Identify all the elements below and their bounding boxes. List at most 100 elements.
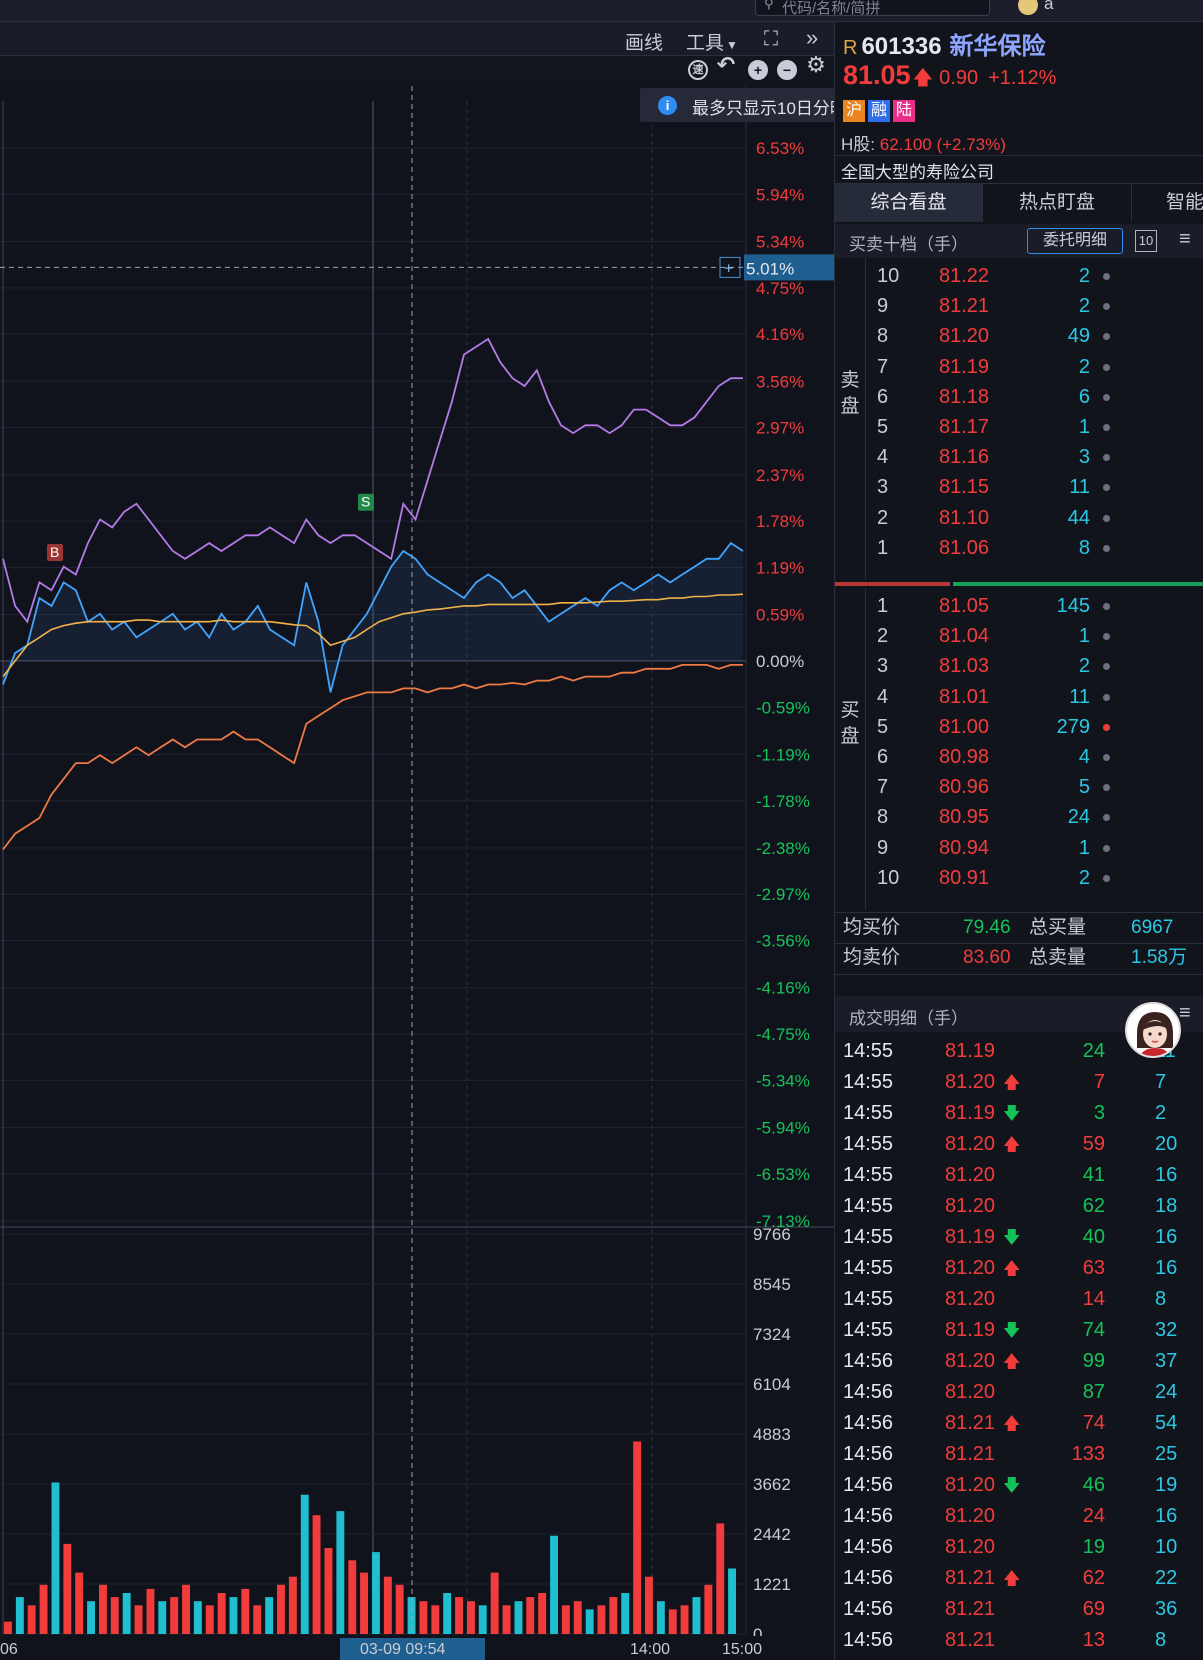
buy-level-row[interactable]: 7 80.96 5 (835, 771, 1203, 803)
buy-level-row[interactable]: 10 80.91 2 (835, 862, 1203, 894)
menu-icon[interactable]: ≡ (1179, 1002, 1191, 1024)
volume-bar (668, 1609, 677, 1634)
stock-code: 601336 (861, 33, 942, 60)
trade-count: 24 (1155, 1381, 1178, 1403)
trade-volume: 62 (1082, 1567, 1105, 1589)
volume-bar (217, 1593, 226, 1634)
undo-icon[interactable]: ↶ (716, 52, 736, 77)
trade-marker-box (358, 493, 374, 511)
buy-level-row[interactable]: 2 81.04 1 (835, 620, 1203, 652)
entrust-detail-button[interactable]: 委托明细 (1027, 228, 1123, 254)
stock-tag[interactable]: 融 (868, 100, 891, 122)
level-volume: 145 (1056, 595, 1090, 617)
buy-level-row[interactable]: 6 80.98 4 (835, 741, 1203, 773)
trade-row: 14:55 81.20 🡅 63 16 (835, 1253, 1203, 1284)
sell-level-row[interactable]: 5 81.17 1 (835, 411, 1203, 443)
collapse-panel-icon[interactable]: » (806, 25, 819, 50)
trade-volume: 63 (1082, 1257, 1105, 1279)
stock-tag[interactable]: 沪 (843, 100, 866, 122)
intraday-chart[interactable]: 6.53% 5.94% 5.34% 4.75% 4.16% 3.56% 2.97% 2.37%… (0, 86, 834, 1660)
status-dot-icon (1103, 754, 1110, 761)
trade-volume: 14 (1082, 1288, 1105, 1310)
level-price: 80.94 (939, 836, 990, 859)
zoom-in-icon[interactable]: + (748, 60, 768, 80)
sell-level-row[interactable]: 10 81.22 2 (835, 260, 1203, 292)
trade-time: 14:55 (843, 1226, 894, 1248)
menu-icon[interactable]: ≡ (1179, 228, 1191, 250)
speed-icon[interactable]: 速 (688, 60, 708, 80)
buy-side-label: 买盘 (840, 700, 860, 747)
gear-icon[interactable]: ⚙ (806, 52, 826, 77)
level-volume: 2 (1078, 866, 1090, 889)
zoom-out-icon[interactable]: − (777, 60, 797, 80)
volume-bar (550, 1535, 558, 1634)
buy-level-row[interactable]: 9 80.94 1 (835, 832, 1203, 864)
tools-menu-button[interactable]: 工具 ▼ (686, 28, 738, 55)
level-price: 81.20 (939, 325, 990, 348)
volume-bar (122, 1593, 131, 1634)
level-volume: 11 (1069, 685, 1090, 708)
volume-bar (324, 1548, 333, 1634)
price-tick-label: -0.59% (756, 698, 810, 717)
buy-level-row[interactable]: 5 81.00 279 (835, 711, 1203, 743)
volume-bar (253, 1605, 262, 1634)
divider (835, 912, 1203, 913)
sell-level-row[interactable]: 9 81.21 2 (835, 290, 1203, 322)
company-description: 全国大型的寿险公司 (841, 163, 994, 182)
sell-book: 卖盘 10 81.22 2 9 81.21 2 8 81.20 49 7 81.19 2 6 81.18 6… (835, 258, 1203, 580)
arrow-up-icon: 🡅 (1003, 1352, 1021, 1371)
tab-overview[interactable]: 综合看盘 (835, 184, 983, 222)
sell-level-row[interactable]: 6 81.18 6 (835, 381, 1203, 413)
buy-level-row[interactable]: 1 81.05 145 (835, 590, 1203, 622)
sell-level-row[interactable]: 3 81.15 11 (835, 471, 1203, 503)
volume-bar (692, 1597, 701, 1634)
search-input[interactable]: ⚲ 代码/名称/简拼 (755, 0, 990, 16)
status-dot-icon (1103, 303, 1110, 311)
status-dot-icon (1103, 424, 1110, 431)
search-placeholder: 代码/名称/简拼 (782, 0, 881, 16)
chart-background (0, 86, 834, 1660)
volume-bar (348, 1560, 357, 1634)
tab-smart[interactable]: 智能 (1166, 192, 1203, 213)
assistant-avatar[interactable] (1125, 1002, 1181, 1058)
trade-time: 14:56 (843, 1412, 894, 1434)
draw-line-button[interactable]: 画线 (625, 33, 664, 54)
stock-name[interactable]: 新华保险 (949, 33, 1046, 60)
sell-level-row[interactable]: 7 81.19 2 (835, 351, 1203, 383)
volume-bar (478, 1605, 487, 1634)
fullscreen-icon[interactable]: ⛶ (764, 28, 778, 50)
level-volume: 6 (1078, 385, 1090, 408)
depth-count-toggle[interactable]: 10 (1135, 230, 1157, 252)
buy-level-row[interactable]: 4 81.01 11 (835, 681, 1203, 713)
trade-count: 54 (1155, 1412, 1178, 1434)
h-share-quote[interactable]: H股: 62.100 (+2.73%) (841, 130, 1006, 155)
status-dot-icon (1103, 363, 1110, 371)
search-icon: ⚲ (764, 0, 774, 11)
level-price: 80.96 (939, 776, 990, 799)
stock-tag[interactable]: 陆 (893, 100, 916, 122)
account-menu[interactable]: a (1018, 0, 1053, 15)
buy-level-row[interactable]: 8 80.95 24 (835, 801, 1203, 833)
buy-level-row[interactable]: 3 81.03 2 (835, 650, 1203, 682)
level-number: 10 (877, 866, 900, 889)
trade-price: 81.19 (945, 1102, 996, 1124)
level-volume: 3 (1078, 446, 1090, 469)
level-volume: 11 (1069, 476, 1090, 499)
tooltip-text: 最多只显示10日分时 (692, 99, 847, 118)
sell-level-row[interactable]: 1 81.06 8 (835, 532, 1203, 564)
volume-bar (63, 1543, 72, 1634)
level-price: 81.18 (939, 385, 990, 408)
volume-bar (265, 1597, 274, 1634)
sell-level-row[interactable]: 2 81.10 44 (835, 502, 1203, 534)
trade-time: 14:56 (843, 1443, 894, 1465)
arrow-down-icon: 🡇 (1003, 1228, 1021, 1247)
tab-hot-watch[interactable]: 热点盯盘 (983, 184, 1132, 222)
level-price: 80.91 (939, 866, 990, 889)
price-tick-label: -3.56% (756, 932, 810, 951)
volume-tick-label: 9766 (753, 1225, 791, 1244)
volume-bar (288, 1576, 297, 1634)
trade-time: 14:56 (843, 1629, 894, 1651)
sell-level-row[interactable]: 8 81.20 49 (835, 320, 1203, 352)
sell-level-row[interactable]: 4 81.16 3 (835, 441, 1203, 473)
volume-bar (538, 1593, 547, 1634)
